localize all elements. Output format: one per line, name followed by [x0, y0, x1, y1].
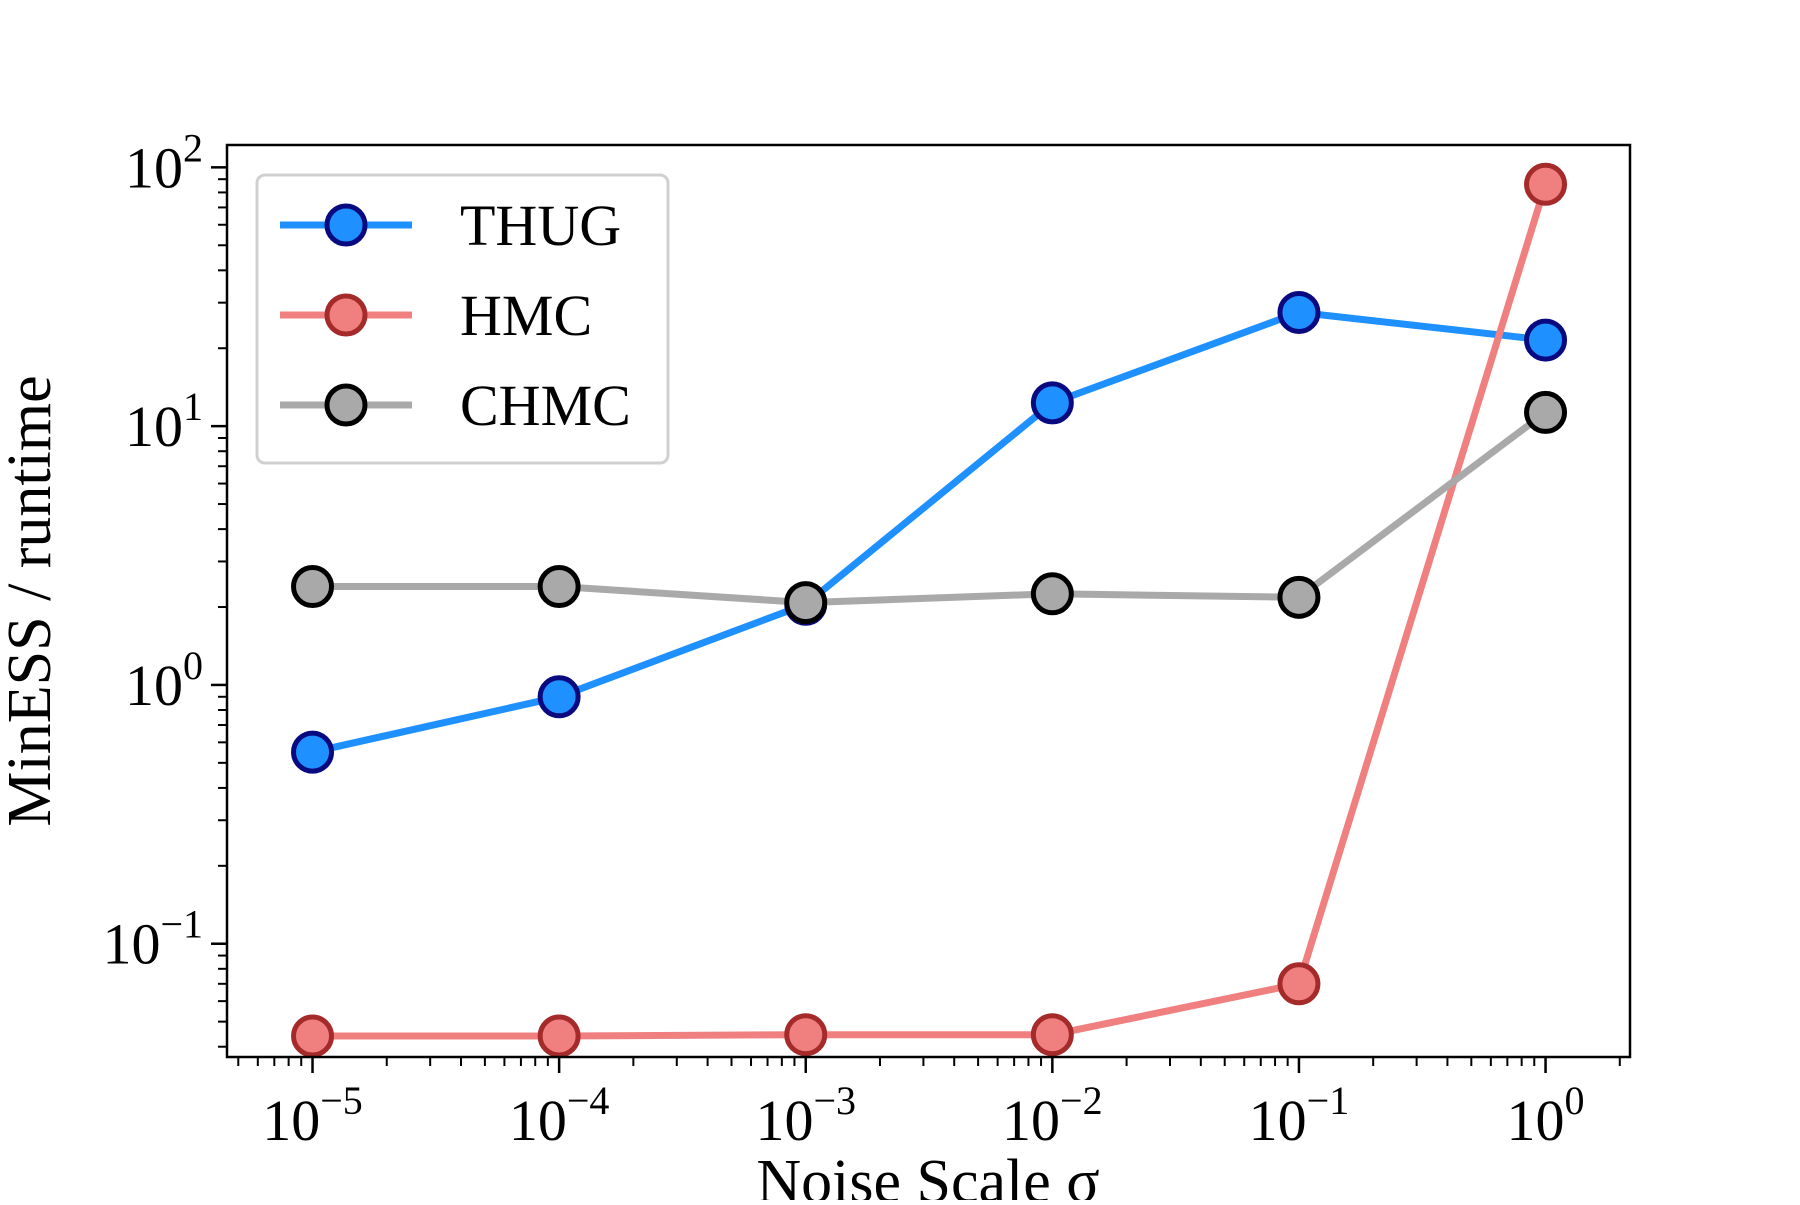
legend-label-thug: THUG	[460, 193, 621, 258]
hmc-point	[291, 1014, 335, 1058]
chmc-point	[784, 581, 828, 625]
series-chmc	[291, 390, 1568, 625]
plot-frame	[225, 143, 1632, 1059]
legend-marker-thug	[324, 203, 368, 247]
x-tick-label: 10−5	[262, 1078, 363, 1153]
y-tick-label: 101	[125, 384, 203, 459]
chmc-point	[1277, 575, 1321, 619]
legend-marker-chmc	[324, 383, 368, 427]
x-tick-label: 10−2	[1002, 1078, 1103, 1153]
hmc-point	[537, 1014, 581, 1058]
x-tick-label: 100	[1507, 1078, 1585, 1153]
y-tick-label: 102	[125, 125, 203, 200]
legend-label-chmc: CHMC	[460, 373, 631, 438]
hmc-point	[1277, 962, 1321, 1006]
hmc-point	[1524, 162, 1568, 206]
legend-entries: THUG HMC CHMC	[280, 193, 631, 438]
y-tick-labels: 10−1 100 101 102	[102, 125, 203, 976]
thug-point	[291, 730, 335, 774]
y-tick-label: 100	[125, 643, 203, 718]
x-axis-label: Noise Scale σ	[756, 1148, 1099, 1200]
x-tick-label: 10−4	[509, 1078, 610, 1153]
legend-entry-hmc: HMC	[280, 283, 592, 348]
legend-entry-chmc: CHMC	[280, 373, 631, 438]
y-axis-label: MinESS / runtime	[0, 375, 64, 826]
chmc-point	[1030, 572, 1074, 616]
chmc-point	[1524, 390, 1568, 434]
plot-series	[291, 162, 1568, 1058]
legend: THUG HMC CHMC	[255, 173, 670, 465]
thug-line	[309, 308, 1550, 756]
chmc-point	[537, 565, 581, 609]
hmc-point	[1030, 1013, 1074, 1057]
chmc-point	[291, 565, 335, 609]
y-tick-label: 10−1	[102, 902, 203, 977]
series-hmc	[291, 162, 1568, 1058]
thug-point	[1277, 290, 1321, 334]
legend-label-hmc: HMC	[460, 283, 592, 348]
thug-point	[1030, 381, 1074, 425]
thug-point	[537, 675, 581, 719]
hmc-point	[784, 1013, 828, 1057]
thug-point	[1524, 318, 1568, 362]
x-tick-label: 10−3	[755, 1078, 856, 1153]
major-ticks	[211, 166, 1547, 1073]
chmc-line	[309, 408, 1550, 607]
minor-ticks	[218, 178, 1621, 1066]
legend-marker-hmc	[324, 293, 368, 337]
hmc-line	[309, 180, 1550, 1040]
legend-entry-thug: THUG	[280, 193, 621, 258]
x-tick-labels: 10−5 10−4 10−3 10−2 10−1 100	[262, 1078, 1584, 1153]
x-tick-label: 10−1	[1249, 1078, 1350, 1153]
